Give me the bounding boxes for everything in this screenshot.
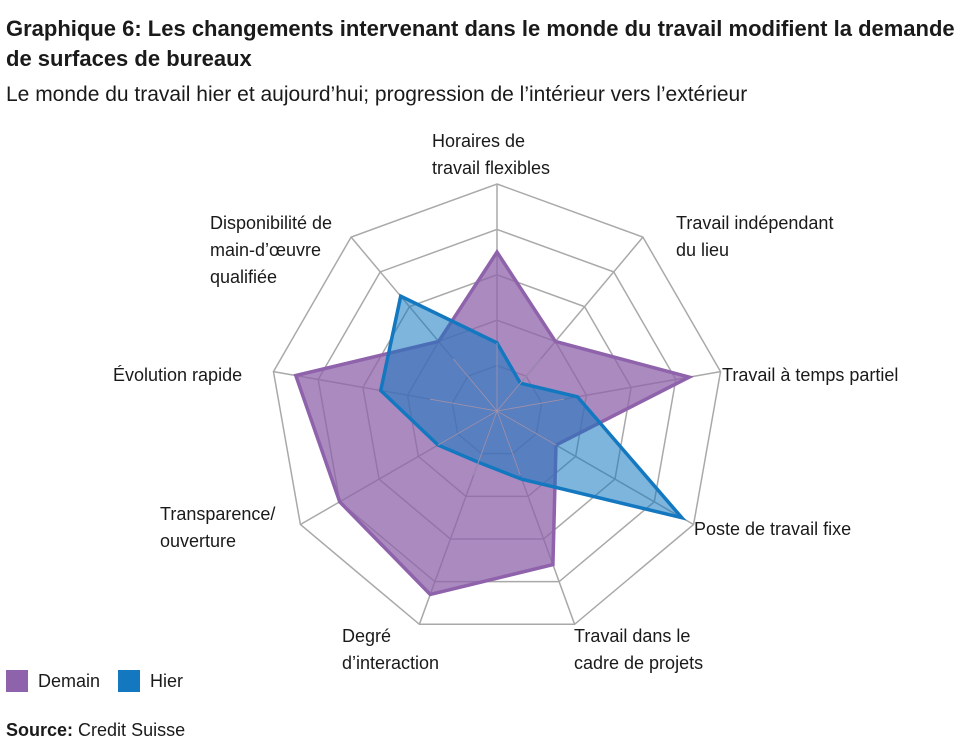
- chart-title: Graphique 6: Les changements intervenant…: [6, 16, 955, 71]
- legend-swatch-demain: [6, 670, 28, 692]
- source-text: Credit Suisse: [78, 720, 186, 740]
- legend-item-demain: Demain: [6, 670, 100, 692]
- axis-label-line: qualifiée: [210, 267, 277, 287]
- axis-label-line: Degré: [342, 626, 391, 646]
- axis-label: Horaires de travail flexibles: [432, 131, 550, 178]
- axis-label-line: Évolution rapide: [113, 365, 242, 385]
- axis-label-line: travail flexibles: [432, 158, 550, 178]
- axis-label-line: cadre de projets: [574, 653, 703, 673]
- axis-label-line: Travail dans le: [574, 626, 690, 646]
- axis-label-line: Poste de travail fixe: [694, 519, 851, 539]
- legend-label-demain: Demain: [38, 670, 101, 691]
- grid-ring: [272, 183, 722, 626]
- axis-label-line: Travail à temps partiel: [722, 365, 898, 385]
- legend-label-hier: Hier: [150, 670, 184, 691]
- inner-spoke: [496, 398, 565, 412]
- axis-label: Poste de travail fixe: [694, 519, 851, 539]
- axis-label: Travail à temps partiel: [722, 365, 898, 385]
- radar-series: [293, 248, 695, 597]
- grid-ring: [317, 228, 677, 583]
- axis-label: Évolution rapide: [113, 365, 242, 385]
- axis-label: Transparence/ouverture: [160, 504, 275, 551]
- legend: Demain Hier: [6, 670, 201, 692]
- source-label: Source:: [6, 720, 74, 740]
- axis-label: Degré d’interaction: [342, 626, 439, 673]
- axis-label-line: Travail indépendant: [676, 213, 833, 233]
- axis-labels: Horaires de travail flexibles Travail indé…: [113, 131, 898, 673]
- inner-spoke: [473, 410, 498, 476]
- axis-label-line: d’interaction: [342, 653, 439, 673]
- axis-label-line: du lieu: [676, 240, 729, 260]
- axis-label-line: main-d’œuvre: [210, 240, 321, 260]
- inner-spoke: [429, 398, 498, 412]
- inner-spoke: [496, 358, 542, 412]
- axis-label: Travail dans le cadre de projets: [574, 626, 703, 673]
- legend-swatch-hier: [118, 670, 141, 692]
- inner-spoke: [496, 410, 557, 446]
- series-hier: [378, 293, 687, 521]
- inner-spoke: [452, 358, 498, 412]
- axis-label-line: ouverture: [160, 531, 236, 551]
- legend-item-hier: Hier: [118, 670, 183, 692]
- axis-label: Travail indépendant du lieu: [676, 213, 833, 260]
- axis-label-line: Transparence/: [160, 504, 275, 524]
- inner-spoke: [437, 410, 498, 446]
- axis-label: Disponibilité de main-d’œuvre qualifiée: [210, 213, 332, 287]
- axis-label-line: Disponibilité de: [210, 213, 332, 233]
- source-note: Source: Credit Suisse: [6, 720, 185, 741]
- inner-spoke: [496, 410, 521, 476]
- axis-label-line: Horaires de: [432, 131, 525, 151]
- chart-subtitle: Le monde du travail hier et aujourd’hui;…: [6, 83, 748, 106]
